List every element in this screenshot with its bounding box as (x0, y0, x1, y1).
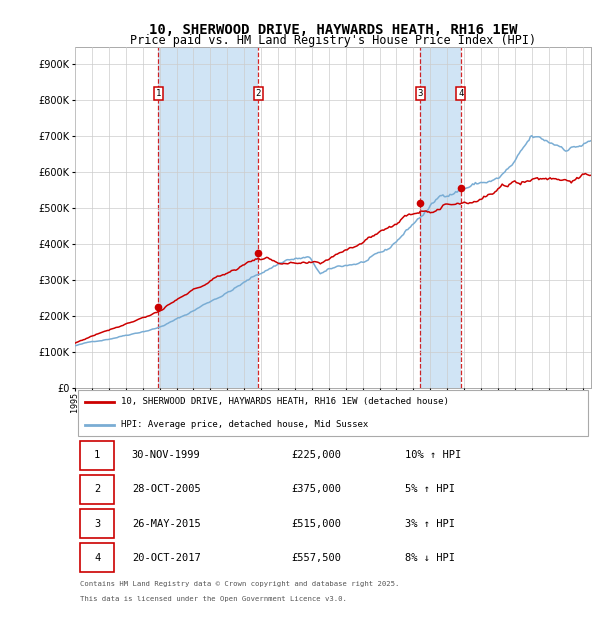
Text: 3: 3 (94, 519, 100, 529)
Text: 10, SHERWOOD DRIVE, HAYWARDS HEATH, RH16 1EW (detached house): 10, SHERWOOD DRIVE, HAYWARDS HEATH, RH16… (121, 397, 449, 406)
Text: 5% ↑ HPI: 5% ↑ HPI (405, 484, 455, 495)
Text: £557,500: £557,500 (292, 553, 342, 563)
Text: 30-NOV-1999: 30-NOV-1999 (132, 450, 200, 460)
Text: 4: 4 (94, 553, 100, 563)
FancyBboxPatch shape (80, 544, 114, 572)
Text: 1: 1 (94, 450, 100, 460)
Text: Contains HM Land Registry data © Crown copyright and database right 2025.: Contains HM Land Registry data © Crown c… (80, 581, 400, 587)
Text: 20-OCT-2017: 20-OCT-2017 (132, 553, 200, 563)
Text: 2: 2 (94, 484, 100, 495)
Text: 26-MAY-2015: 26-MAY-2015 (132, 519, 200, 529)
Text: 2: 2 (256, 89, 261, 98)
FancyBboxPatch shape (80, 509, 114, 538)
Text: 10% ↑ HPI: 10% ↑ HPI (405, 450, 461, 460)
Text: 3% ↑ HPI: 3% ↑ HPI (405, 519, 455, 529)
Bar (158, 46, 258, 388)
Text: 10, SHERWOOD DRIVE, HAYWARDS HEATH, RH16 1EW: 10, SHERWOOD DRIVE, HAYWARDS HEATH, RH16… (149, 23, 517, 37)
Text: HPI: Average price, detached house, Mid Sussex: HPI: Average price, detached house, Mid … (121, 420, 368, 429)
Text: This data is licensed under the Open Government Licence v3.0.: This data is licensed under the Open Gov… (80, 596, 347, 601)
Text: £375,000: £375,000 (292, 484, 342, 495)
Text: 3: 3 (418, 89, 423, 98)
Text: 4: 4 (458, 89, 464, 98)
FancyBboxPatch shape (80, 475, 114, 504)
FancyBboxPatch shape (80, 441, 114, 470)
Text: 28-OCT-2005: 28-OCT-2005 (132, 484, 200, 495)
Text: £515,000: £515,000 (292, 519, 342, 529)
Text: Price paid vs. HM Land Registry's House Price Index (HPI): Price paid vs. HM Land Registry's House … (130, 34, 536, 46)
Text: £225,000: £225,000 (292, 450, 342, 460)
FancyBboxPatch shape (77, 390, 589, 436)
Text: 1: 1 (155, 89, 161, 98)
Bar (420, 46, 461, 388)
Text: 8% ↓ HPI: 8% ↓ HPI (405, 553, 455, 563)
